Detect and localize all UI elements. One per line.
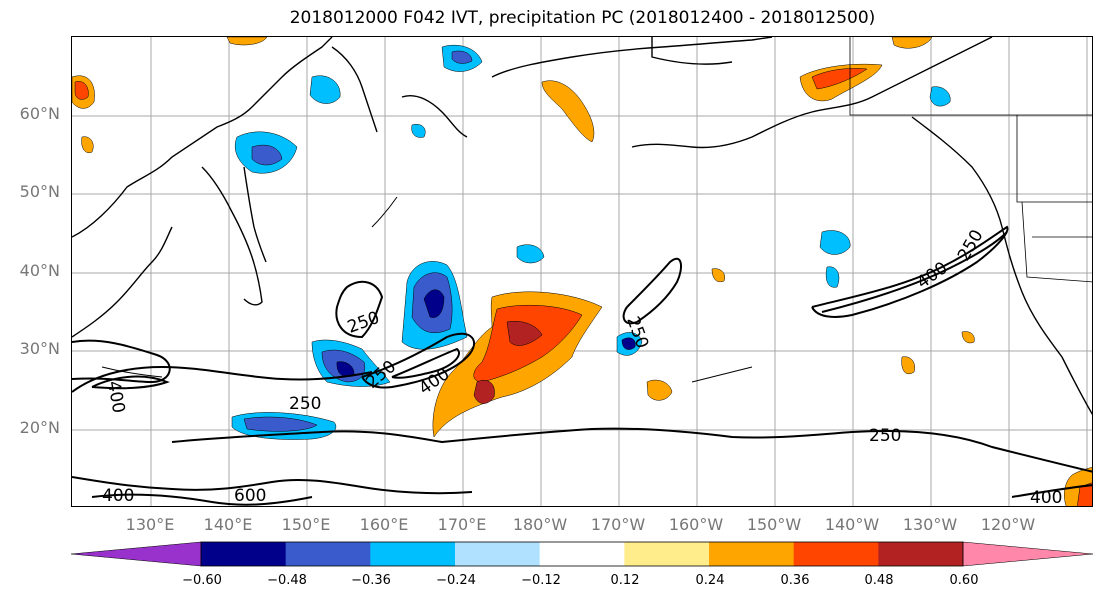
lon-label-180w: 180°W	[512, 515, 568, 534]
colorbar-segment	[878, 542, 964, 566]
colorbar-segment	[455, 542, 541, 566]
positive-pc-shading	[72, 37, 1092, 506]
lon-label-150e: 150°E	[281, 515, 331, 534]
map-panel: 250 250 250 250 400 400 400 400 250 600 …	[71, 36, 1093, 507]
contour-label: 250	[289, 394, 321, 414]
lat-label-40n: 40°N	[19, 261, 60, 280]
map-title: 2018012000 F042 IVT, precipitation PC (2…	[289, 8, 876, 28]
contour-label: 250	[869, 426, 901, 446]
colorbar-tick: 0.36	[780, 573, 810, 588]
lon-label-160e: 160°E	[359, 515, 409, 534]
lat-label-60n: 60°N	[19, 104, 60, 123]
colorbar-segment	[624, 542, 710, 566]
lon-label-160w: 160°W	[668, 515, 724, 534]
colorbar-tick: −0.60	[182, 573, 222, 588]
lon-label-170w: 170°W	[590, 515, 646, 534]
negative-pc-shading	[231, 44, 951, 440]
contour-label: 600	[234, 486, 266, 506]
map-canvas: 250 250 250 250 400 400 400 400 250 600 …	[72, 37, 1092, 507]
coastlines	[72, 37, 1092, 415]
colorbar-segment	[370, 542, 456, 566]
colorbar-tick: −0.36	[351, 573, 391, 588]
contour-label: 250	[345, 308, 382, 338]
lon-label-120w: 120°W	[980, 515, 1036, 534]
contour-label: 400	[102, 486, 134, 506]
lon-label-130w: 130°W	[902, 515, 958, 534]
lat-label-30n: 30°N	[19, 339, 60, 358]
contour-label: 400	[103, 379, 128, 414]
colorbar-segment	[201, 542, 287, 566]
lon-label-140w: 140°W	[824, 515, 880, 534]
colorbar	[71, 541, 1094, 567]
colorbar-tick: −0.48	[267, 573, 307, 588]
contour-labels: 250 250 250 250 400 400 400 400 250 600 …	[102, 226, 1062, 507]
colorbar-tick: −0.12	[521, 573, 561, 588]
island-chains	[101, 196, 753, 383]
colorbar-segment	[793, 542, 879, 566]
lat-label-50n: 50°N	[19, 182, 60, 201]
colorbar-segment	[539, 542, 625, 566]
ivt-contours	[72, 225, 1092, 506]
colorbar-tick: 0.60	[949, 573, 979, 588]
borders	[849, 37, 1092, 283]
lat-label-20n: 20°N	[19, 418, 60, 437]
contour-label: 400	[1030, 488, 1062, 507]
colorbar-tick: 0.24	[695, 573, 725, 588]
colorbar-segment	[285, 542, 371, 566]
colorbar-tick: −0.24	[436, 573, 476, 588]
colorbar-tick: 0.12	[610, 573, 640, 588]
lon-label-140e: 140°E	[203, 515, 253, 534]
contour-label: 400	[913, 258, 951, 293]
lon-label-130e: 130°E	[125, 515, 175, 534]
colorbar-tick: 0.48	[864, 573, 894, 588]
lon-label-170e: 170°E	[437, 515, 487, 534]
colorbar-segment	[709, 542, 795, 566]
lon-label-150w: 150°W	[746, 515, 802, 534]
